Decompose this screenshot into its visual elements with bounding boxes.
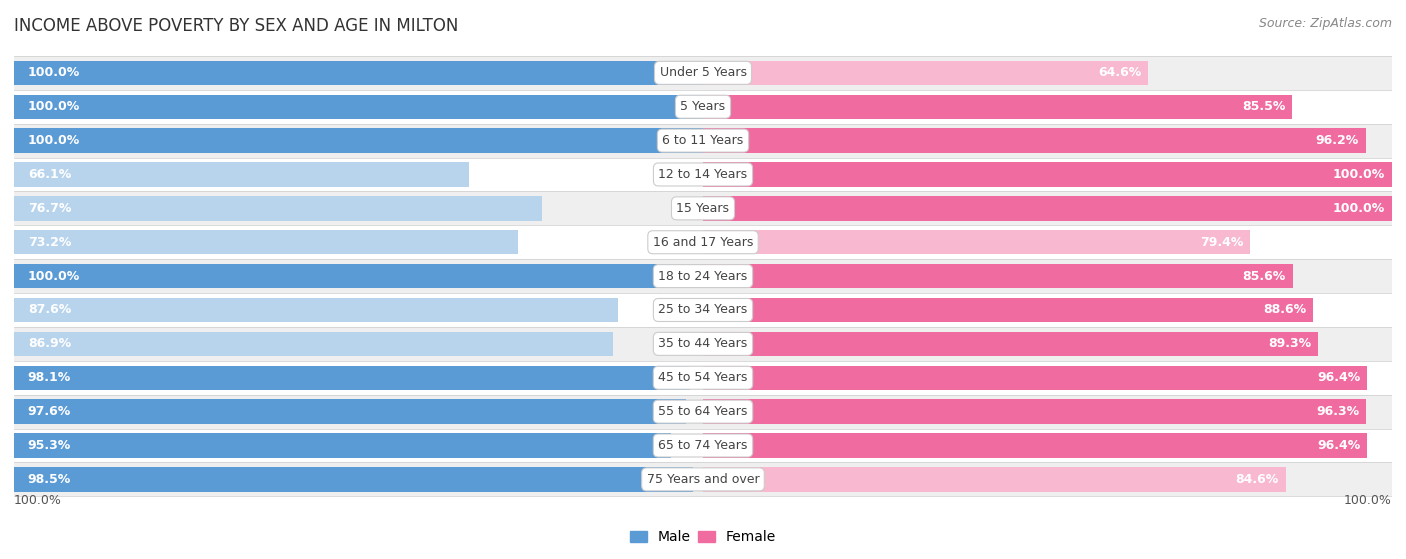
Bar: [703, 94, 1292, 119]
Text: 100.0%: 100.0%: [1333, 202, 1385, 215]
Bar: [14, 94, 703, 119]
Text: 97.6%: 97.6%: [28, 405, 72, 418]
Bar: [14, 298, 617, 322]
Text: 84.6%: 84.6%: [1236, 473, 1279, 486]
Text: 12 to 14 Years: 12 to 14 Years: [658, 168, 748, 181]
Text: 98.5%: 98.5%: [28, 473, 72, 486]
Text: 45 to 54 Years: 45 to 54 Years: [658, 371, 748, 384]
Bar: [14, 129, 703, 153]
Text: 25 to 34 Years: 25 to 34 Years: [658, 304, 748, 316]
Text: 96.2%: 96.2%: [1316, 134, 1358, 147]
Text: 76.7%: 76.7%: [28, 202, 72, 215]
Bar: [703, 366, 1367, 390]
Text: 85.6%: 85.6%: [1243, 269, 1286, 283]
Text: 100.0%: 100.0%: [28, 67, 80, 79]
Bar: [703, 196, 1392, 221]
Text: 88.6%: 88.6%: [1264, 304, 1306, 316]
Bar: [14, 293, 1392, 327]
Bar: [14, 395, 1392, 429]
Bar: [14, 196, 543, 221]
Text: 75 Years and over: 75 Years and over: [647, 473, 759, 486]
Bar: [14, 462, 1392, 496]
Text: 100.0%: 100.0%: [28, 100, 80, 113]
Bar: [703, 129, 1365, 153]
Bar: [14, 366, 690, 390]
Bar: [14, 429, 1392, 462]
Bar: [14, 400, 686, 424]
Bar: [703, 433, 1367, 458]
Text: 89.3%: 89.3%: [1268, 338, 1312, 350]
Text: 64.6%: 64.6%: [1098, 67, 1142, 79]
Bar: [14, 331, 613, 356]
Text: Under 5 Years: Under 5 Years: [659, 67, 747, 79]
Text: 98.1%: 98.1%: [28, 371, 72, 384]
Text: 73.2%: 73.2%: [28, 236, 72, 249]
Bar: [14, 124, 1392, 158]
Text: 96.3%: 96.3%: [1316, 405, 1360, 418]
Bar: [14, 90, 1392, 124]
Bar: [14, 327, 1392, 361]
Text: 100.0%: 100.0%: [1333, 168, 1385, 181]
Text: 16 and 17 Years: 16 and 17 Years: [652, 236, 754, 249]
Bar: [703, 162, 1392, 187]
Bar: [14, 361, 1392, 395]
Text: 100.0%: 100.0%: [14, 494, 62, 507]
Text: 96.4%: 96.4%: [1317, 371, 1360, 384]
Text: 95.3%: 95.3%: [28, 439, 72, 452]
Text: 87.6%: 87.6%: [28, 304, 72, 316]
Text: 6 to 11 Years: 6 to 11 Years: [662, 134, 744, 147]
Text: 100.0%: 100.0%: [28, 269, 80, 283]
Bar: [14, 467, 693, 491]
Text: 65 to 74 Years: 65 to 74 Years: [658, 439, 748, 452]
Bar: [14, 162, 470, 187]
Text: 55 to 64 Years: 55 to 64 Years: [658, 405, 748, 418]
Bar: [14, 191, 1392, 225]
Text: 35 to 44 Years: 35 to 44 Years: [658, 338, 748, 350]
Bar: [14, 230, 519, 254]
Text: 66.1%: 66.1%: [28, 168, 72, 181]
Bar: [14, 158, 1392, 191]
Text: Source: ZipAtlas.com: Source: ZipAtlas.com: [1258, 17, 1392, 30]
Text: 100.0%: 100.0%: [1344, 494, 1392, 507]
Text: INCOME ABOVE POVERTY BY SEX AND AGE IN MILTON: INCOME ABOVE POVERTY BY SEX AND AGE IN M…: [14, 17, 458, 35]
Bar: [703, 298, 1313, 322]
Bar: [14, 264, 703, 288]
Bar: [703, 230, 1250, 254]
Text: 15 Years: 15 Years: [676, 202, 730, 215]
Bar: [703, 264, 1292, 288]
Text: 18 to 24 Years: 18 to 24 Years: [658, 269, 748, 283]
Bar: [703, 60, 1149, 85]
Bar: [703, 467, 1286, 491]
Text: 96.4%: 96.4%: [1317, 439, 1360, 452]
Text: 86.9%: 86.9%: [28, 338, 70, 350]
Bar: [703, 331, 1319, 356]
Bar: [14, 60, 703, 85]
Text: 85.5%: 85.5%: [1241, 100, 1285, 113]
Bar: [14, 56, 1392, 90]
Text: 79.4%: 79.4%: [1199, 236, 1243, 249]
Bar: [703, 400, 1367, 424]
Text: 5 Years: 5 Years: [681, 100, 725, 113]
Bar: [14, 259, 1392, 293]
Bar: [14, 225, 1392, 259]
Text: 100.0%: 100.0%: [28, 134, 80, 147]
Legend: Male, Female: Male, Female: [624, 525, 782, 550]
Bar: [14, 433, 671, 458]
